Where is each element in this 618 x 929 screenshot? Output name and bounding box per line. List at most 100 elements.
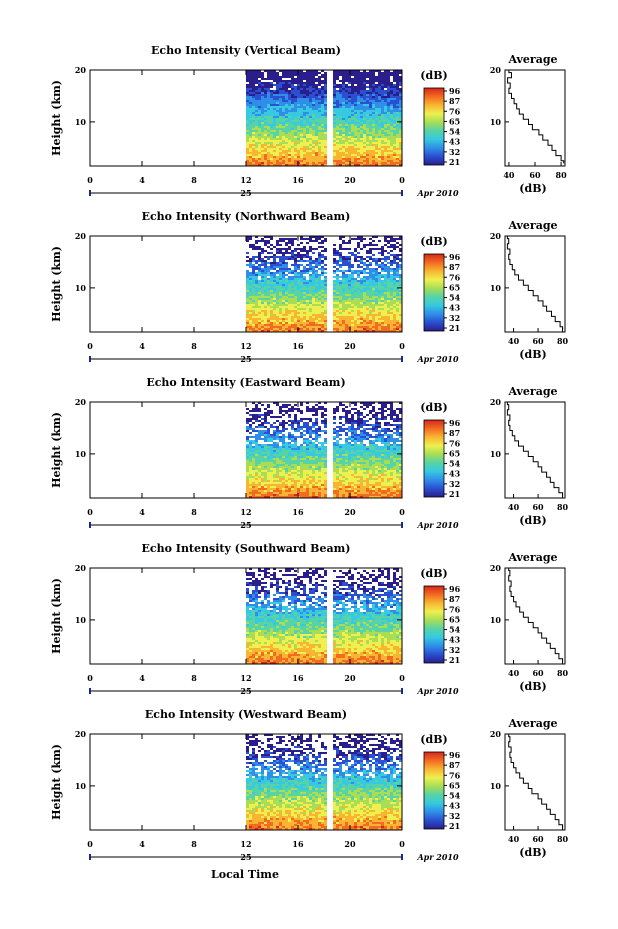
heatmap-cell [333, 136, 336, 138]
heatmap-cell [258, 290, 261, 292]
heatmap-cell [360, 258, 363, 260]
heatmap-cell [396, 82, 399, 84]
heatmap-cell [282, 148, 285, 150]
heatmap-cell [282, 132, 285, 134]
heatmap-cell [252, 88, 255, 90]
heatmap-cell [258, 142, 261, 144]
heatmap-cell [246, 120, 249, 122]
heatmap-cell [312, 304, 315, 306]
heatmap-cell [387, 288, 390, 290]
heatmap-cell [396, 280, 399, 282]
heatmap-cell [291, 158, 294, 160]
heatmap-cell [258, 450, 261, 452]
heatmap-cell [273, 474, 276, 476]
heatmap-cell [354, 128, 357, 130]
heatmap-cell [255, 474, 258, 476]
heatmap-cell [267, 106, 270, 108]
heatmap-cell [306, 114, 309, 116]
heatmap-cell [351, 270, 354, 272]
heatmap-cell [258, 458, 261, 460]
heatmap-cell [276, 72, 279, 74]
heatmap-cell [393, 104, 396, 106]
heatmap-cell [351, 328, 354, 330]
heatmap-cell [270, 90, 273, 92]
heatmap-cell [315, 124, 318, 126]
heatmap-cell [321, 74, 324, 76]
heatmap-cell [276, 288, 279, 290]
heatmap-cell [276, 252, 279, 254]
heatmap-cell [354, 328, 357, 330]
heatmap-cell [360, 328, 363, 330]
heatmap-cell [390, 124, 393, 126]
heatmap-cell [324, 104, 327, 106]
heatmap-cell [357, 288, 360, 290]
heatmap-cell [276, 110, 279, 112]
heatmap-cell [267, 290, 270, 292]
heatmap-cell [279, 88, 282, 90]
heatmap-cell [297, 254, 300, 256]
heatmap-cell [246, 468, 249, 470]
heatmap-cell [351, 288, 354, 290]
heatmap-cell [267, 308, 270, 310]
heatmap-cell [285, 150, 288, 152]
heatmap-cell [366, 260, 369, 262]
heatmap-cell [303, 140, 306, 142]
heatmap-cell [261, 252, 264, 254]
heatmap-cell [261, 448, 264, 450]
heatmap-cell [324, 162, 327, 164]
heatmap-cell [312, 152, 315, 154]
heatmap-cell [273, 310, 276, 312]
heatmap-cell [345, 158, 348, 160]
heatmap-cell [318, 128, 321, 130]
heatmap-cell [375, 160, 378, 162]
heatmap-cell [276, 130, 279, 132]
heatmap-cell [369, 164, 372, 166]
heatmap-cell [291, 72, 294, 74]
heatmap-cell [393, 294, 396, 296]
heatmap-cell [324, 84, 327, 86]
heatmap-cell [363, 76, 366, 78]
heatmap-cell [357, 92, 360, 94]
heatmap-cell [393, 280, 396, 282]
heatmap-cell [288, 304, 291, 306]
heatmap-cell [309, 270, 312, 272]
heatmap-cell [333, 142, 336, 144]
heatmap-cell [264, 306, 267, 308]
heatmap-cell [399, 136, 402, 138]
heatmap-cell [381, 252, 384, 254]
heatmap-cell [285, 88, 288, 90]
heatmap-cell [297, 316, 300, 318]
heatmap-cell [312, 308, 315, 310]
heatmap-cell [267, 96, 270, 98]
heatmap-cell [336, 324, 339, 326]
heatmap-cell [252, 318, 255, 320]
heatmap-cell [360, 302, 363, 304]
heatmap-cell [366, 300, 369, 302]
heatmap-cell [354, 118, 357, 120]
heatmap-cell [300, 294, 303, 296]
heatmap-cell [282, 156, 285, 158]
heatmap-cell [357, 320, 360, 322]
heatmap-cell [321, 308, 324, 310]
heatmap-cell [279, 488, 282, 490]
heatmap-cell [264, 126, 267, 128]
heatmap-cell [309, 106, 312, 108]
heatmap-cell [303, 282, 306, 284]
heatmap-cell [285, 278, 288, 280]
heatmap-cell [279, 268, 282, 270]
heatmap-cell [396, 156, 399, 158]
heatmap-cell [351, 296, 354, 298]
heatmap-cell [276, 256, 279, 258]
heatmap-cell [348, 128, 351, 130]
heatmap-cell [357, 286, 360, 288]
heatmap-cell [363, 96, 366, 98]
heatmap-cell [309, 146, 312, 148]
heatmap-cell [252, 448, 255, 450]
heatmap-cell [366, 144, 369, 146]
heatmap-cell [363, 104, 366, 106]
heatmap-cell [399, 160, 402, 162]
heatmap-cell [303, 72, 306, 74]
heatmap-cell [303, 86, 306, 88]
heatmap-cell [363, 270, 366, 272]
heatmap-cell [300, 314, 303, 316]
